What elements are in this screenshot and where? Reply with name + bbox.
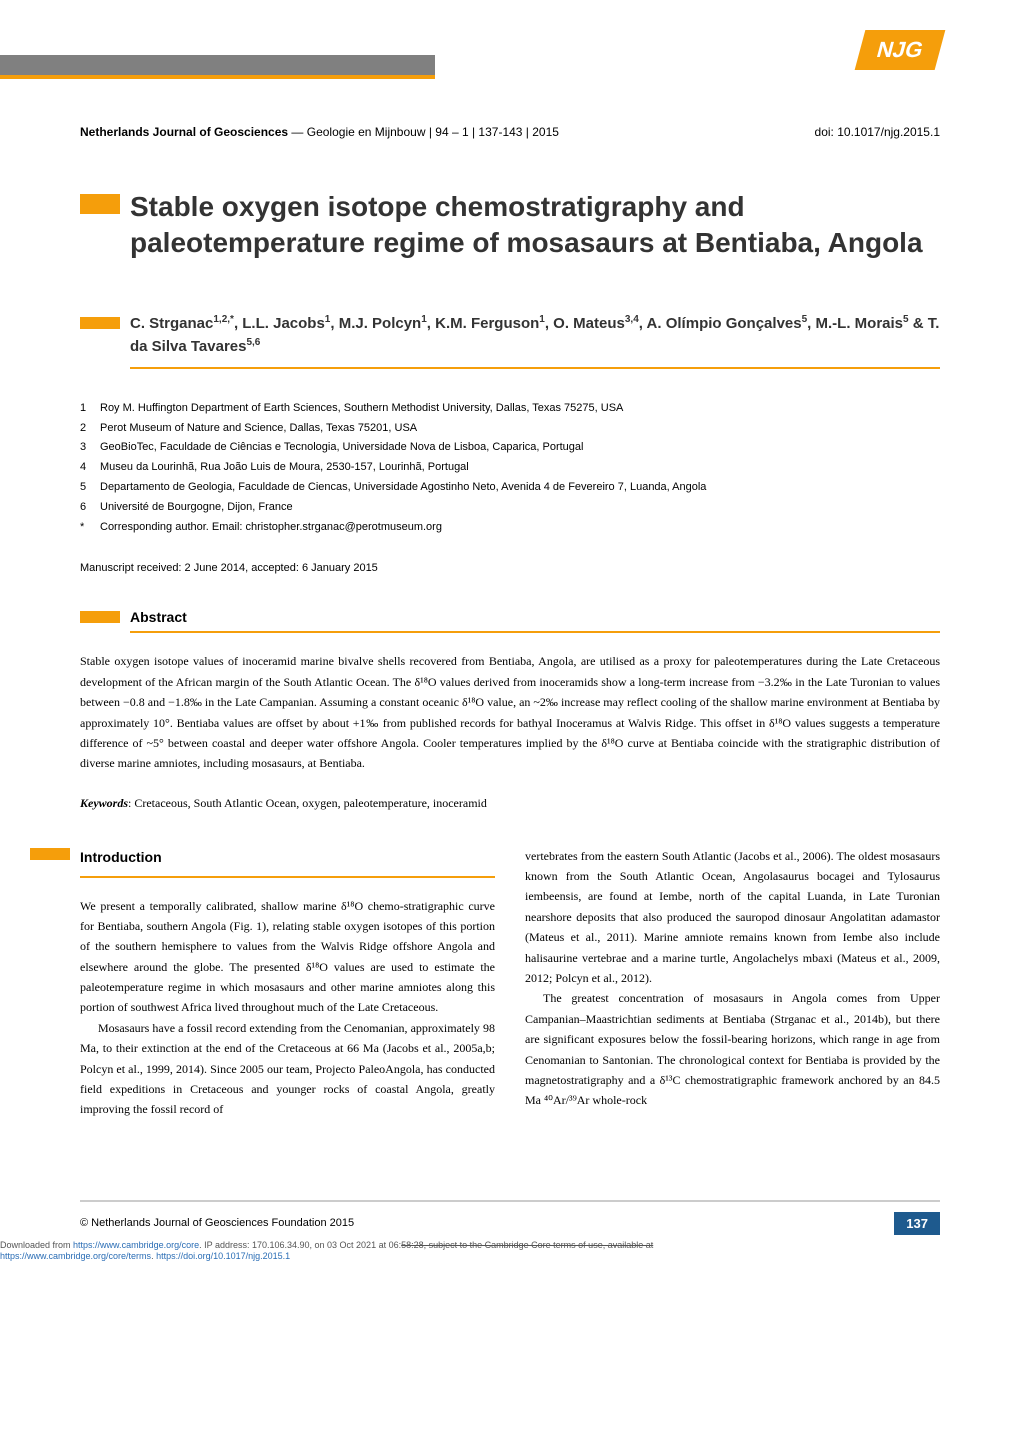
affiliation-number: * [80,518,100,538]
intro-p4: The greatest concentration of mosasaurs … [525,988,940,1110]
affiliation-number: 1 [80,399,100,419]
abstract-header: Abstract [80,609,940,633]
body-columns: Introduction We present a temporally cal… [80,846,940,1120]
header-bar: NJG [0,0,1020,75]
copyright: © Netherlands Journal of Geosciences Fou… [80,1217,354,1229]
affiliation-text: Perot Museum of Nature and Science, Dall… [100,419,417,439]
abstract-text: Stable oxygen isotope values of inoceram… [80,651,940,773]
title-accent-box [80,194,120,214]
authors-list: C. Strganac1,2,*, L.L. Jacobs1, M.J. Pol… [130,312,940,369]
dl-link2[interactable]: https://www.cambridge.org/core/terms [0,1251,151,1261]
journal-metadata-line: Netherlands Journal of Geosciences — Geo… [80,125,940,139]
header-gray-band [0,55,435,75]
authors-block: C. Strganac1,2,*, L.L. Jacobs1, M.J. Pol… [80,312,940,369]
dl-strike: 58:28, subject to the Cambridge Core ter… [401,1240,653,1250]
affiliation-text: Museu da Lourinhã, Rua João Luis de Mour… [100,458,469,478]
affiliation-number: 4 [80,458,100,478]
intro-p2: Mosasaurs have a fossil record extending… [80,1018,495,1120]
dl-prefix: Downloaded from [0,1240,73,1250]
affiliations: 1Roy M. Huffington Department of Earth S… [80,399,940,538]
intro-header: Introduction [30,846,495,878]
logo-text: NJG [855,30,946,70]
intro-accent-box [30,848,70,860]
manuscript-dates: Manuscript received: 2 June 2014, accept… [80,562,940,574]
intro-heading: Introduction [80,846,495,878]
journal-doi: doi: 10.1017/njg.2015.1 [815,125,940,139]
title-block: Stable oxygen isotope chemostratigraphy … [80,189,940,262]
journal-meta: — Geologie en Mijnbouw | 94 – 1 | 137-14… [288,125,559,139]
journal-name: Netherlands Journal of Geosciences [80,125,288,139]
journal-left: Netherlands Journal of Geosciences — Geo… [80,125,559,139]
affiliation-row: 3GeoBioTec, Faculdade de Ciências e Tecn… [80,438,940,458]
affiliation-row: 5Departamento de Geologia, Faculdade de … [80,478,940,498]
keywords-text: : Cretaceous, South Atlantic Ocean, oxyg… [128,796,487,810]
affiliation-row: 2Perot Museum of Nature and Science, Dal… [80,419,940,439]
column-left: Introduction We present a temporally cal… [80,846,495,1120]
dl-mid: . IP address: 170.106.34.90, on 03 Oct 2… [199,1240,401,1250]
keywords-line: Keywords: Cretaceous, South Atlantic Oce… [80,796,940,811]
affiliation-text: GeoBioTec, Faculdade de Ciências e Tecno… [100,438,583,458]
affiliation-number: 6 [80,498,100,518]
page-content: Netherlands Journal of Geosciences — Geo… [0,75,1020,1150]
header-orange-rule [0,75,435,79]
affiliation-number: 3 [80,438,100,458]
intro-p3: vertebrates from the eastern South Atlan… [525,846,940,989]
affiliation-row: 4Museu da Lourinhã, Rua João Luis de Mou… [80,458,940,478]
dl-link1[interactable]: https://www.cambridge.org/core [73,1240,199,1250]
keywords-label: Keywords [80,796,128,810]
article-title: Stable oxygen isotope chemostratigraphy … [130,189,940,262]
affiliation-text: Roy M. Huffington Department of Earth Sc… [100,399,623,419]
affiliation-number: 2 [80,419,100,439]
abstract-accent-box [80,611,120,623]
affiliation-row: *Corresponding author. Email: christophe… [80,518,940,538]
abstract-heading: Abstract [130,609,940,633]
footer-line: © Netherlands Journal of Geosciences Fou… [80,1200,940,1235]
footer: © Netherlands Journal of Geosciences Fou… [0,1200,1020,1235]
affiliation-text: Corresponding author. Email: christopher… [100,518,442,538]
njg-logo: NJG [860,30,940,75]
affiliation-number: 5 [80,478,100,498]
affiliation-row: 6Université de Bourgogne, Dijon, France [80,498,940,518]
dl-link3[interactable]: https://doi.org/10.1017/njg.2015.1 [156,1251,290,1261]
intro-p1: We present a temporally calibrated, shal… [80,896,495,1018]
affiliation-text: Université de Bourgogne, Dijon, France [100,498,293,518]
download-note: Downloaded from https://www.cambridge.or… [0,1235,1020,1278]
affiliation-text: Departamento de Geologia, Faculdade de C… [100,478,706,498]
authors-accent-box [80,317,120,329]
column-right: vertebrates from the eastern South Atlan… [525,846,940,1120]
affiliation-row: 1Roy M. Huffington Department of Earth S… [80,399,940,419]
page-number-badge: 137 [894,1212,940,1235]
